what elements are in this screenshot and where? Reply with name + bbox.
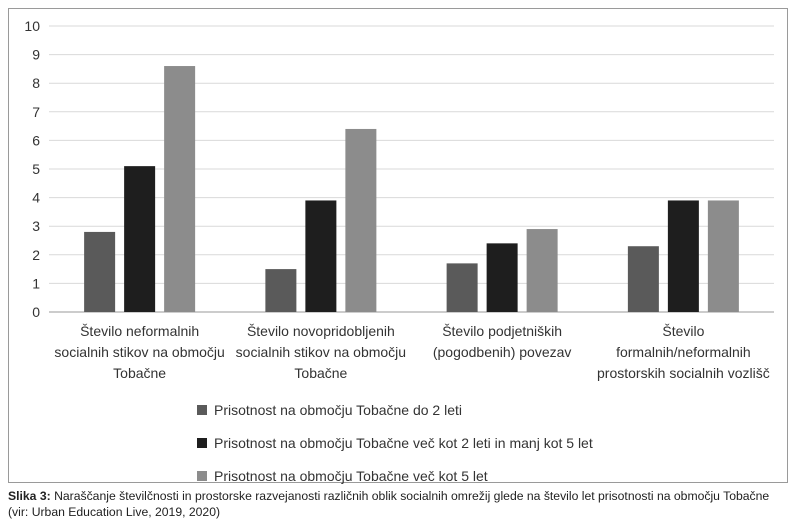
bar xyxy=(265,269,297,312)
category-label: Tobačne xyxy=(113,365,166,381)
category-label: formalnih/neformalnih xyxy=(616,344,751,360)
legend-label: Prisotnost na območju Tobačne več kot 5 … xyxy=(214,467,488,484)
legend-item: Prisotnost na območju Tobačne več kot 5 … xyxy=(197,459,593,492)
bar xyxy=(345,128,377,312)
category-label: socialnih stikov na območju xyxy=(236,344,406,360)
legend-swatch xyxy=(197,470,207,481)
bar xyxy=(707,200,739,312)
legend-swatch xyxy=(197,437,207,448)
bar xyxy=(164,66,196,312)
y-tick-label: 10 xyxy=(24,18,40,34)
category-label: Število xyxy=(662,323,704,339)
bar xyxy=(486,243,518,312)
y-tick-label: 7 xyxy=(32,104,40,120)
bar xyxy=(667,200,699,312)
category-label: socialnih stikov na območju xyxy=(54,344,224,360)
bar xyxy=(526,229,558,312)
legend-label: Prisotnost na območju Tobačne več kot 2 … xyxy=(214,434,593,451)
bar xyxy=(627,246,659,312)
bar xyxy=(84,231,116,312)
category-label: prostorskih socialnih vozlišč xyxy=(597,365,770,381)
caption-text: Naraščanje številčnosti in prostorske ra… xyxy=(8,489,770,519)
caption-lead: Slika 3: xyxy=(8,489,51,503)
y-tick-label: 8 xyxy=(32,75,40,91)
bar xyxy=(124,166,156,312)
y-tick-label: 9 xyxy=(32,47,40,63)
y-tick-label: 4 xyxy=(32,190,40,206)
bar-chart: 0 1 2 3 4 5 6 7 8 9 10 Število neformalnih socialnih… xyxy=(24,18,774,381)
figure-caption: Slika 3: Naraščanje številčnosti in pros… xyxy=(8,488,792,520)
category-label: Število novopridobljenih xyxy=(247,323,395,339)
y-tick-label: 3 xyxy=(32,218,40,234)
category-label: Število podjetniških xyxy=(442,323,562,339)
legend-item: Prisotnost na območju Tobačne več kot 2 … xyxy=(197,426,593,459)
legend-swatch xyxy=(197,404,207,415)
y-tick-label: 2 xyxy=(32,247,40,263)
bar xyxy=(446,263,478,312)
y-tick-label: 5 xyxy=(32,161,40,177)
y-tick-label: 1 xyxy=(32,275,40,291)
category-label: Število neformalnih xyxy=(80,323,199,339)
legend: Prisotnost na območju Tobačne do 2 leti … xyxy=(197,393,593,492)
category-label: (pogodbenih) povezav xyxy=(433,344,572,360)
category-label: Tobačne xyxy=(294,365,347,381)
chart-frame: 0 1 2 3 4 5 6 7 8 9 10 Število neformalnih socialnih… xyxy=(8,8,788,484)
bar xyxy=(305,200,337,312)
y-tick-label: 6 xyxy=(32,132,40,148)
legend-item: Prisotnost na območju Tobačne do 2 leti xyxy=(197,393,593,426)
legend-label: Prisotnost na območju Tobačne do 2 leti xyxy=(214,401,463,418)
y-tick-label: 0 xyxy=(32,304,40,320)
